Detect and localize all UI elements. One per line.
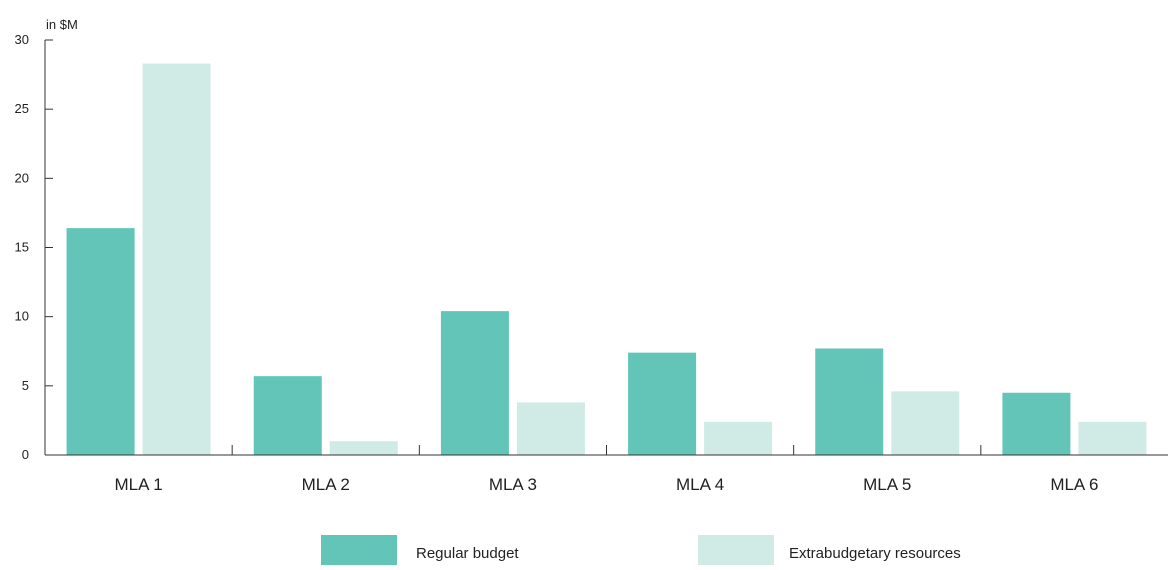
- bars: [66, 63, 1147, 456]
- x-tick-label: MLA 2: [302, 475, 350, 494]
- y-tick-label: 15: [15, 240, 29, 255]
- x-tick-label: MLA 5: [863, 475, 911, 494]
- bar-extrabudgetary-1: [142, 63, 211, 456]
- bar-extrabudgetary-5: [891, 391, 960, 455]
- x-axis: MLA 1 MLA 2 MLA 3 MLA 4 MLA 5 MLA 6: [45, 445, 1168, 494]
- legend-swatch-regular-budget: [321, 535, 397, 565]
- bar-regular-budget-3: [440, 311, 509, 455]
- x-tick-label: MLA 3: [489, 475, 537, 494]
- legend-swatch-extrabudgetary: [698, 535, 774, 565]
- bar-extrabudgetary-2: [329, 441, 398, 455]
- bar-regular-budget-6: [1002, 392, 1071, 455]
- bar-regular-budget-1: [66, 228, 135, 455]
- legend-label: Extrabudgetary resources: [789, 545, 961, 562]
- bar-regular-budget-5: [815, 348, 884, 455]
- legend: Regular budget Extrabudgetary resources: [321, 535, 961, 565]
- x-tick-label: MLA 4: [676, 475, 724, 494]
- y-tick-label: 0: [22, 447, 29, 462]
- y-tick-label: 5: [22, 378, 29, 393]
- bar-extrabudgetary-4: [704, 421, 773, 455]
- bar-extrabudgetary-6: [1078, 421, 1147, 455]
- bar-extrabudgetary-3: [516, 402, 585, 455]
- y-tick-label: 20: [15, 170, 29, 185]
- y-axis: 0 5 10 15 20 25 30: [15, 32, 53, 462]
- x-tick-label: MLA 6: [1050, 475, 1098, 494]
- y-axis-unit-label: in $M: [46, 17, 78, 32]
- bar-regular-budget-4: [628, 352, 697, 455]
- x-tick-label: MLA 1: [114, 475, 162, 494]
- legend-label: Regular budget: [416, 545, 519, 562]
- y-tick-label: 10: [15, 309, 29, 324]
- y-tick-label: 25: [15, 101, 29, 116]
- bar-regular-budget-2: [253, 376, 322, 455]
- y-tick-label: 30: [15, 32, 29, 47]
